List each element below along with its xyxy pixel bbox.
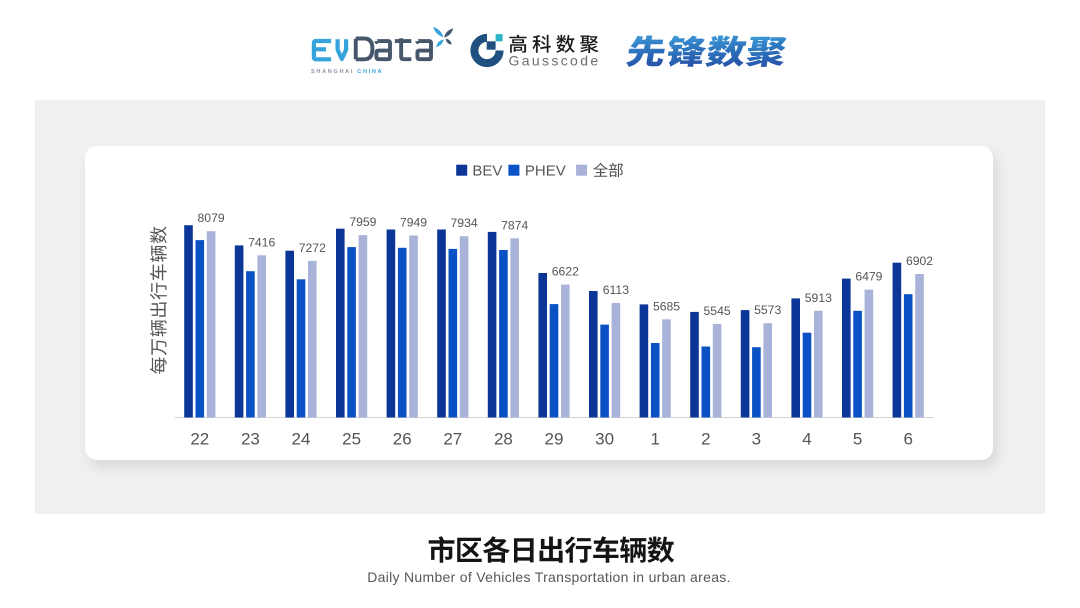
svg-text:4: 4	[802, 430, 811, 449]
svg-text:5913: 5913	[805, 291, 832, 305]
svg-text:24: 24	[292, 430, 311, 449]
svg-text:Daily Number of Vehicles Trans: Daily Number of Vehicles Transportation …	[367, 569, 731, 585]
svg-text:1: 1	[650, 430, 659, 449]
svg-text:SHANGHAI CHINA: SHANGHAI CHINA	[311, 69, 383, 75]
svg-text:2: 2	[701, 430, 710, 449]
svg-text:7272: 7272	[299, 241, 326, 255]
svg-text:5545: 5545	[704, 304, 731, 318]
svg-text:5: 5	[853, 430, 862, 449]
svg-text:6902: 6902	[906, 254, 933, 268]
svg-text:23: 23	[241, 430, 260, 449]
svg-text:6: 6	[903, 430, 912, 449]
svg-text:8079: 8079	[198, 211, 225, 225]
svg-text:29: 29	[545, 430, 564, 449]
svg-text:Gausscode: Gausscode	[509, 53, 601, 69]
svg-text:6479: 6479	[855, 270, 882, 284]
svg-text:22: 22	[190, 430, 209, 449]
svg-text:3: 3	[752, 430, 761, 449]
svg-text:25: 25	[342, 430, 361, 449]
svg-text:BEV: BEV	[472, 162, 502, 179]
svg-text:5685: 5685	[653, 299, 680, 313]
svg-text:7874: 7874	[501, 218, 528, 232]
svg-text:6622: 6622	[552, 265, 579, 279]
svg-text:7416: 7416	[248, 235, 275, 249]
svg-text:7934: 7934	[451, 216, 478, 230]
svg-text:5573: 5573	[754, 303, 781, 317]
svg-text:6113: 6113	[603, 283, 629, 297]
svg-text:PHEV: PHEV	[525, 162, 566, 179]
svg-text:28: 28	[494, 430, 513, 449]
svg-text:7949: 7949	[400, 216, 427, 230]
svg-text:26: 26	[393, 430, 412, 449]
svg-text:30: 30	[595, 430, 614, 449]
svg-text:7959: 7959	[349, 215, 376, 229]
svg-text:27: 27	[443, 430, 462, 449]
